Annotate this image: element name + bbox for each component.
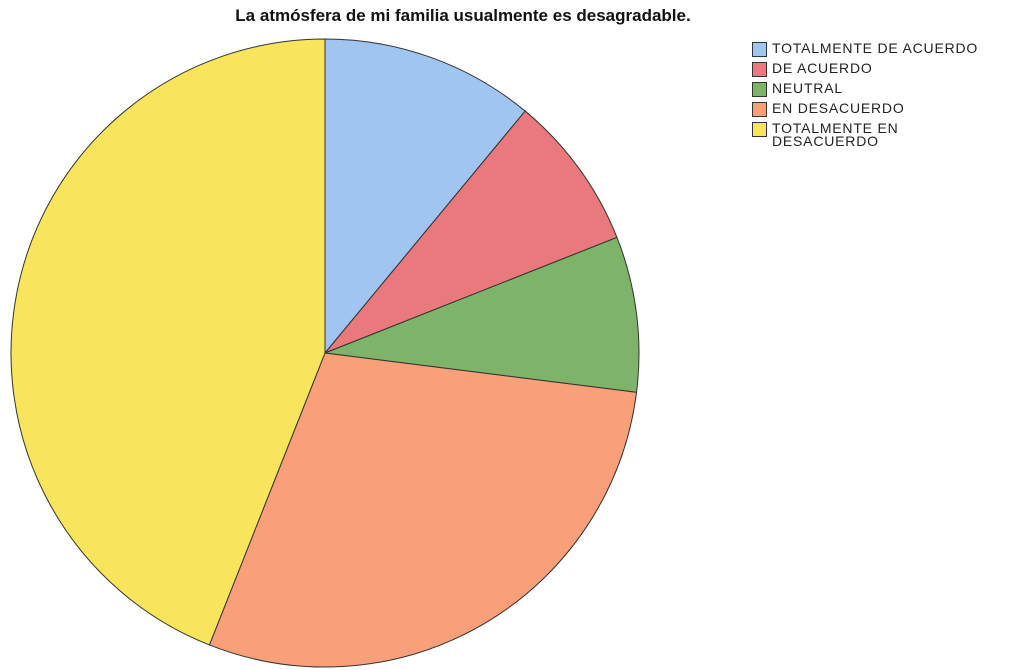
pie-slice <box>10 38 326 646</box>
pie-slice <box>208 352 638 668</box>
pie-slice <box>324 110 618 354</box>
chart-title: La atmósfera de mi familia usualmente es… <box>235 6 691 25</box>
legend-item: NEUTRAL <box>752 80 1002 97</box>
pie-slice <box>324 236 640 393</box>
legend-label: EN DESACUERDO <box>772 100 905 116</box>
legend-swatch <box>752 122 767 137</box>
legend-label: DE ACUERDO <box>772 60 873 76</box>
legend-item: TOTALMENTE EN DESACUERDO <box>752 120 1002 148</box>
legend-swatch <box>752 102 767 117</box>
legend-item: EN DESACUERDO <box>752 100 1002 117</box>
pie-slice <box>324 38 526 355</box>
legend-label: TOTALMENTE DE ACUERDO <box>772 40 979 56</box>
legend-swatch <box>752 62 767 77</box>
legend: TOTALMENTE DE ACUERDO DE ACUERDO NEUTRAL EN… <box>752 40 1002 151</box>
legend-label: NEUTRAL <box>772 80 843 96</box>
legend-label: TOTALMENTE EN DESACUERDO <box>772 120 899 149</box>
legend-item: TOTALMENTE DE ACUERDO <box>752 40 1002 57</box>
legend-swatch <box>752 82 767 97</box>
legend-item: DE ACUERDO <box>752 60 1002 77</box>
legend-swatch <box>752 42 767 57</box>
